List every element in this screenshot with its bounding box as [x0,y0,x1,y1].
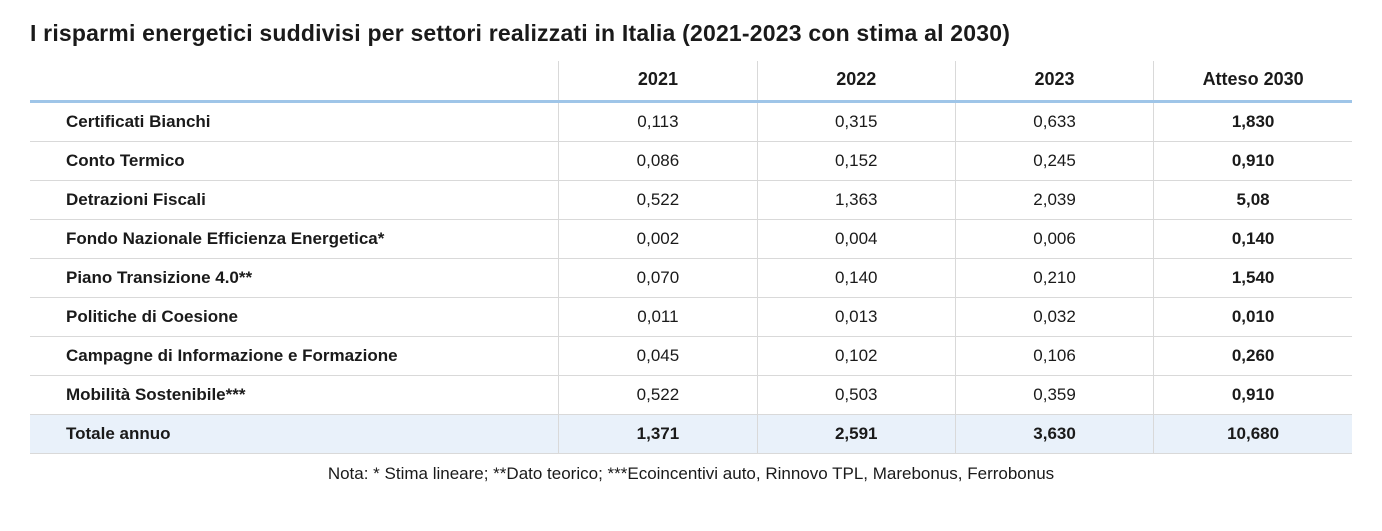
row-label: Fondo Nazionale Efficienza Energetica* [30,220,559,259]
row-label: Conto Termico [30,142,559,181]
cell-2023: 2,039 [955,181,1153,220]
total-2022: 2,591 [757,415,955,454]
total-2021: 1,371 [559,415,757,454]
table-row: Politiche di Coesione 0,011 0,013 0,032 … [30,298,1352,337]
row-label: Mobilità Sostenibile*** [30,376,559,415]
table-row: Mobilità Sostenibile*** 0,522 0,503 0,35… [30,376,1352,415]
cell-2021: 0,011 [559,298,757,337]
col-header-2022: 2022 [757,61,955,102]
cell-2022: 0,315 [757,102,955,142]
cell-2022: 0,503 [757,376,955,415]
savings-table: 2021 2022 2023 Atteso 2030 Certificati B… [30,61,1352,454]
cell-atteso: 0,260 [1154,337,1352,376]
table-header-row: 2021 2022 2023 Atteso 2030 [30,61,1352,102]
cell-2022: 0,013 [757,298,955,337]
cell-atteso: 5,08 [1154,181,1352,220]
col-header-atteso-2030: Atteso 2030 [1154,61,1352,102]
row-label: Certificati Bianchi [30,102,559,142]
cell-2023: 0,245 [955,142,1153,181]
cell-atteso: 0,910 [1154,376,1352,415]
total-label: Totale annuo [30,415,559,454]
cell-2021: 0,522 [559,181,757,220]
cell-2022: 0,004 [757,220,955,259]
table-row: Certificati Bianchi 0,113 0,315 0,633 1,… [30,102,1352,142]
row-label: Campagne di Informazione e Formazione [30,337,559,376]
cell-atteso: 0,910 [1154,142,1352,181]
table-row: Fondo Nazionale Efficienza Energetica* 0… [30,220,1352,259]
footnote: Nota: * Stima lineare; **Dato teorico; *… [30,464,1352,484]
table-row: Conto Termico 0,086 0,152 0,245 0,910 [30,142,1352,181]
cell-2023: 0,106 [955,337,1153,376]
cell-2023: 0,210 [955,259,1153,298]
col-header-2021: 2021 [559,61,757,102]
table-body: Certificati Bianchi 0,113 0,315 0,633 1,… [30,102,1352,454]
row-label: Piano Transizione 4.0** [30,259,559,298]
table-row: Campagne di Informazione e Formazione 0,… [30,337,1352,376]
cell-2021: 0,002 [559,220,757,259]
table-row: Detrazioni Fiscali 0,522 1,363 2,039 5,0… [30,181,1352,220]
row-label: Detrazioni Fiscali [30,181,559,220]
total-atteso: 10,680 [1154,415,1352,454]
cell-2021: 0,045 [559,337,757,376]
cell-2021: 0,113 [559,102,757,142]
cell-2021: 0,522 [559,376,757,415]
table-row: Piano Transizione 4.0** 0,070 0,140 0,21… [30,259,1352,298]
cell-2023: 0,006 [955,220,1153,259]
cell-2022: 1,363 [757,181,955,220]
cell-2023: 0,032 [955,298,1153,337]
cell-2022: 0,140 [757,259,955,298]
cell-atteso: 1,830 [1154,102,1352,142]
table-total-row: Totale annuo 1,371 2,591 3,630 10,680 [30,415,1352,454]
cell-atteso: 1,540 [1154,259,1352,298]
cell-2022: 0,102 [757,337,955,376]
cell-2021: 0,070 [559,259,757,298]
total-2023: 3,630 [955,415,1153,454]
page-title: I risparmi energetici suddivisi per sett… [30,20,1352,47]
col-header-label [30,61,559,102]
cell-2022: 0,152 [757,142,955,181]
cell-2021: 0,086 [559,142,757,181]
cell-2023: 0,359 [955,376,1153,415]
cell-atteso: 0,010 [1154,298,1352,337]
row-label: Politiche di Coesione [30,298,559,337]
col-header-2023: 2023 [955,61,1153,102]
cell-2023: 0,633 [955,102,1153,142]
cell-atteso: 0,140 [1154,220,1352,259]
